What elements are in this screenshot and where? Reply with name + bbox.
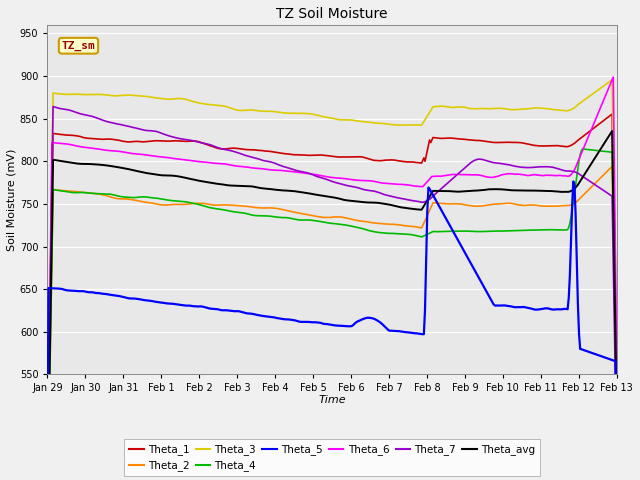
Text: TZ_sm: TZ_sm	[61, 41, 95, 51]
X-axis label: Time: Time	[318, 395, 346, 405]
Legend: Theta_1, Theta_2, Theta_3, Theta_4, Theta_5, Theta_6, Theta_7, Theta_avg: Theta_1, Theta_2, Theta_3, Theta_4, Thet…	[124, 439, 540, 477]
Title: TZ Soil Moisture: TZ Soil Moisture	[276, 7, 388, 21]
Y-axis label: Soil Moisture (mV): Soil Moisture (mV)	[7, 148, 17, 251]
